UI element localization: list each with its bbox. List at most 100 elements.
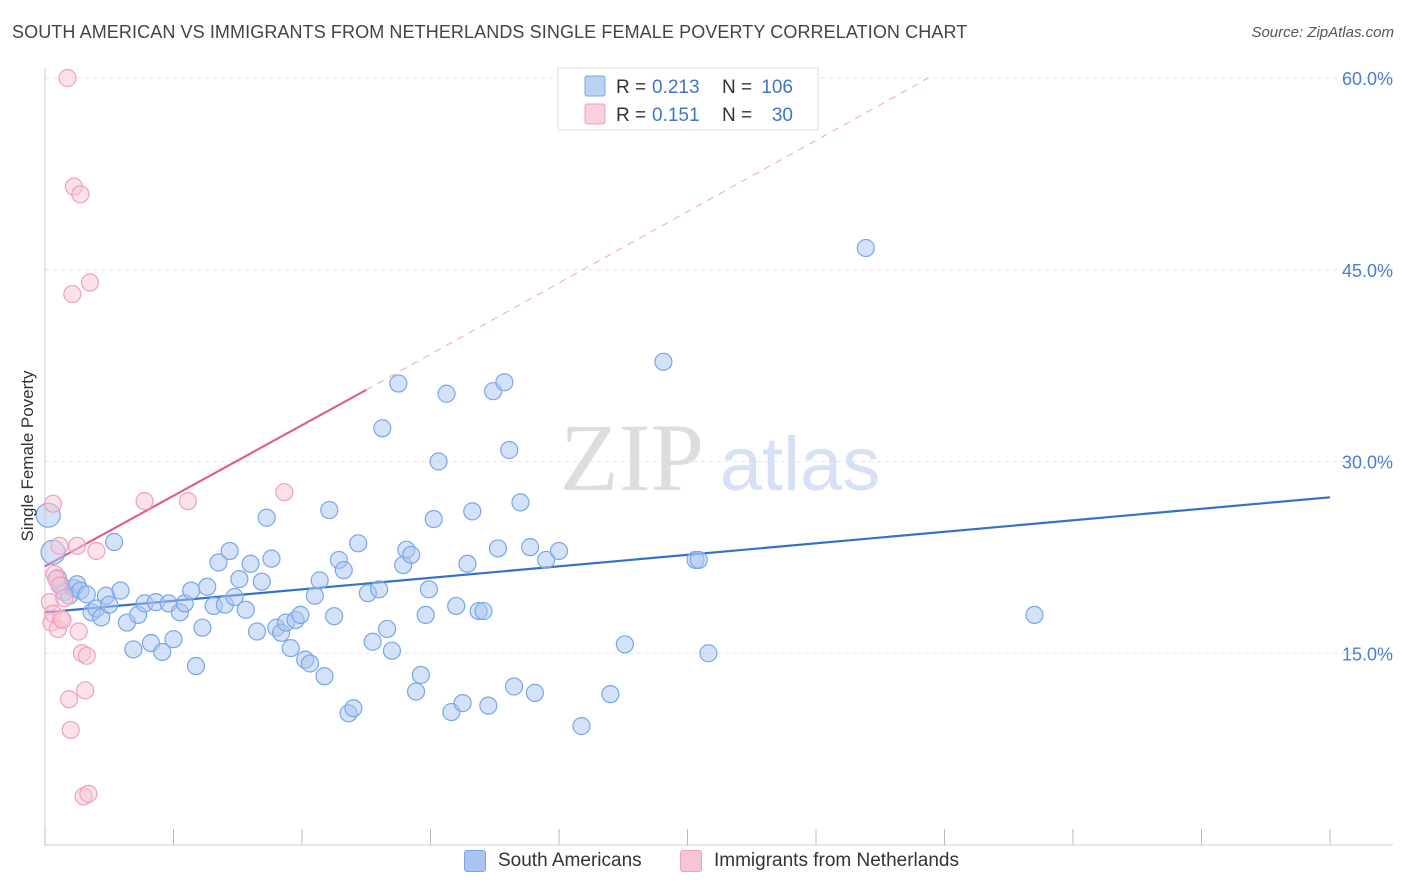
watermark-zip: ZIP (560, 404, 704, 511)
stats-r-value-0: 0.213 (652, 77, 700, 98)
y-tick-label-0: 15.0% (1342, 644, 1393, 664)
point-south-americans-68 (389, 374, 408, 393)
point-south-americans-88 (488, 539, 508, 558)
point-south-americans-33 (209, 553, 228, 572)
point-netherlands-29 (50, 536, 69, 555)
point-south-americans-35 (220, 541, 239, 561)
point-south-americans-43 (262, 549, 281, 568)
point-south-americans-41 (252, 572, 271, 591)
point-south-americans-60 (344, 699, 363, 718)
point-south-americans-64 (370, 580, 389, 599)
point-netherlands-28 (43, 494, 63, 513)
data-points (35, 68, 1044, 806)
point-south-americans-98 (601, 685, 620, 704)
y-axis-label: Single Female Poverty (18, 370, 37, 542)
watermark-atlas: atlas (720, 422, 881, 507)
point-south-americans-78 (437, 384, 456, 403)
stats-r-label-0: R = (616, 77, 646, 98)
point-south-americans-103 (699, 644, 718, 663)
point-south-americans-80 (447, 596, 466, 616)
point-south-americans-53 (310, 571, 329, 590)
point-south-americans-25 (164, 630, 183, 649)
point-south-americans-30 (193, 618, 212, 637)
point-south-americans-39 (241, 554, 260, 573)
legend-item-south-americans[interactable]: South Americans (464, 850, 642, 872)
point-south-americans-31 (198, 577, 217, 596)
point-netherlands-14 (68, 536, 87, 555)
point-south-americans-63 (363, 632, 382, 651)
point-south-americans-92 (511, 493, 530, 512)
point-netherlands-26 (275, 483, 294, 502)
watermark: ZIP atlas (560, 404, 880, 511)
trend-lines (44, 77, 1331, 614)
point-south-americans-38 (236, 600, 255, 619)
stats-legend: R = 0.213 N = 106 R = 0.151 N = 30 (557, 67, 819, 131)
point-south-americans-52 (305, 586, 324, 605)
point-south-americans-96 (549, 541, 569, 561)
point-south-americans-93 (520, 538, 540, 557)
point-south-americans-47 (281, 639, 300, 658)
point-south-americans-12 (92, 608, 111, 627)
trend-line-extension-1 (366, 77, 929, 391)
point-south-americans-99 (615, 635, 634, 654)
point-netherlands-12 (63, 284, 82, 304)
point-netherlands-23 (87, 541, 106, 561)
point-netherlands-10 (59, 690, 79, 709)
point-south-americans-73 (411, 665, 430, 685)
point-south-americans-36 (225, 587, 244, 607)
tick-labels: 15.0%30.0%45.0%60.0%0.0%80.0% (1342, 69, 1393, 664)
point-south-americans-85 (474, 601, 493, 621)
y-tick-label-3: 60.0% (1342, 69, 1393, 89)
point-south-americans-61 (349, 534, 368, 553)
point-south-americans-102 (689, 550, 708, 570)
point-south-americans-89 (495, 373, 514, 392)
point-south-americans-18 (124, 640, 143, 659)
point-netherlands-19 (76, 681, 95, 700)
point-netherlands-25 (178, 492, 198, 511)
point-south-americans-67 (382, 641, 402, 660)
point-netherlands-22 (80, 273, 100, 292)
chart-title: SOUTH AMERICAN VS IMMIGRANTS FROM NETHER… (12, 22, 968, 42)
source-label: Source: ZipAtlas.com (1251, 24, 1394, 41)
point-south-americans-65 (373, 419, 392, 438)
point-south-americans-95 (537, 550, 556, 570)
point-netherlands-11 (61, 720, 80, 740)
point-south-americans-23 (153, 642, 172, 662)
point-netherlands-27 (53, 610, 72, 630)
legend-label-south-americans: South Americans (498, 850, 642, 871)
point-south-americans-81 (453, 694, 472, 713)
point-south-americans-29 (186, 656, 206, 676)
point-south-americans-77 (429, 452, 448, 471)
point-netherlands-24 (135, 492, 154, 511)
point-south-americans-94 (525, 683, 545, 702)
point-south-americans-75 (419, 580, 438, 599)
point-south-americans-86 (479, 696, 498, 715)
point-south-americans-54 (315, 667, 334, 686)
point-south-americans-37 (230, 570, 249, 589)
stats-swatch-1 (584, 103, 606, 125)
point-south-americans-83 (463, 502, 482, 521)
grid-lines (45, 77, 1393, 654)
legend-item-immigrants-from-netherlands[interactable]: Immigrants from Netherlands (680, 850, 959, 872)
stats-n-label-1: N = (722, 105, 752, 126)
y-tick-label-1: 30.0% (1342, 453, 1393, 473)
point-south-americans-40 (247, 622, 267, 641)
stats-n-value-1: 30 (772, 105, 793, 126)
point-south-americans-82 (458, 554, 477, 573)
point-south-americans-56 (325, 607, 344, 626)
stats-n-label-0: N = (722, 77, 752, 98)
point-netherlands-15 (69, 622, 88, 641)
point-south-americans-91 (504, 677, 524, 696)
stats-r-value-1: 0.151 (652, 105, 700, 126)
legend-swatch-south-americans (464, 850, 486, 872)
point-south-americans-14 (100, 595, 119, 614)
trend-line-0 (44, 496, 1331, 614)
trend-line-1 (44, 388, 367, 568)
y-tick-label-2: 45.0% (1342, 261, 1393, 281)
point-south-americans-28 (182, 581, 201, 600)
point-netherlands-8 (55, 589, 74, 608)
axes (44, 68, 1393, 846)
point-south-americans-55 (320, 500, 339, 520)
point-south-americans-97 (572, 717, 591, 736)
point-netherlands-9 (58, 68, 77, 88)
